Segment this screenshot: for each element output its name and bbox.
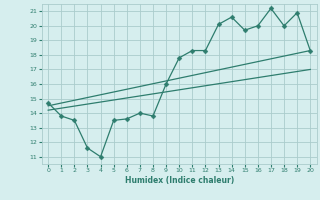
- X-axis label: Humidex (Indice chaleur): Humidex (Indice chaleur): [124, 176, 234, 185]
